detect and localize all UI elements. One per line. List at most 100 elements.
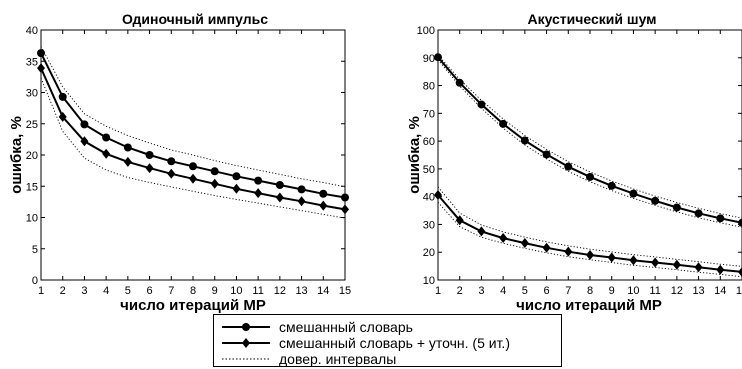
x-tick-label: 13 (295, 285, 307, 297)
data-point-circle (123, 143, 132, 152)
plot-area (40, 29, 346, 281)
data-point-circle (80, 120, 89, 129)
data-point-circle (102, 133, 111, 142)
data-point-diamond (629, 255, 638, 266)
data-point-diamond (232, 183, 241, 194)
data-point-diamond (607, 252, 616, 263)
data-point-diamond (520, 238, 529, 249)
data-point-circle (167, 157, 176, 166)
x-tick-label: 6 (544, 285, 550, 297)
y-tick-label: 70 (423, 108, 435, 120)
data-point-circle (586, 172, 594, 181)
x-tick-label: 9 (609, 285, 615, 297)
data-point-circle (694, 209, 703, 218)
confidence-interval-line (437, 54, 742, 219)
data-point-diamond (341, 204, 349, 215)
x-tick-label: 13 (692, 285, 704, 297)
data-point-diamond (542, 242, 551, 253)
data-point-diamond (499, 233, 508, 244)
legend-label: довер. интервалы (279, 351, 397, 367)
x-tick-label: 1 (38, 285, 44, 297)
y-tick-label: 5 (32, 244, 38, 256)
x-tick-label: 2 (457, 285, 463, 297)
x-axis-label: число итераций MP (516, 297, 662, 314)
confidence-interval-line (40, 77, 346, 219)
y-tick-label: 10 (423, 275, 435, 287)
x-tick-label: 9 (212, 285, 218, 297)
x-tick-label: 10 (627, 285, 639, 297)
x-tick-label: 2 (60, 285, 66, 297)
x-tick-label: 5 (125, 285, 131, 297)
legend-item-confidence-intervals: довер. интервалы (214, 351, 561, 367)
y-axis-label: ошибка, % (406, 116, 423, 194)
data-point-diamond (167, 168, 176, 179)
x-tick-label: 8 (587, 285, 593, 297)
data-point-circle (477, 100, 486, 109)
data-point-diamond (189, 173, 197, 184)
data-point-diamond (145, 163, 154, 174)
data-point-diamond (58, 111, 67, 122)
data-point-circle (210, 167, 219, 176)
data-point-circle (254, 176, 263, 185)
data-point-diamond (586, 250, 594, 260)
data-point-diamond (254, 188, 263, 199)
data-point-circle (434, 53, 442, 62)
data-point-circle (542, 150, 551, 159)
x-axis-label: число итераций MP (120, 297, 266, 314)
x-tick-label: 14 (317, 285, 329, 297)
data-point-diamond (210, 178, 219, 189)
x-tick-label: 6 (147, 285, 153, 297)
confidence-interval-line (437, 201, 742, 278)
data-point-circle (319, 189, 328, 198)
confidence-interval-line (437, 59, 742, 228)
legend: смешанный словарь смешанный словарь + ут… (213, 314, 562, 367)
x-tick-label: 12 (671, 285, 683, 297)
y-tick-label: 40 (423, 192, 435, 204)
y-tick-label: 0 (32, 275, 38, 287)
chart-title: Акустический шум (527, 11, 656, 27)
series-lines (37, 46, 349, 219)
series-line-0 (437, 56, 742, 224)
y-tick-label: 20 (26, 150, 38, 162)
chart-panel-acoustic-noise: Акустический шум ошибка, % число итераци… (406, 11, 742, 314)
data-point-diamond (297, 196, 306, 207)
data-point-circle (275, 181, 284, 189)
plot-area (437, 29, 742, 281)
x-tick-label: 12 (274, 285, 286, 297)
legend-swatch-circle (222, 323, 270, 331)
x-tick-label: 11 (649, 285, 660, 297)
y-tick-label: 80 (423, 81, 435, 93)
x-tick-label: 8 (190, 285, 196, 297)
x-tick-label: 15 (339, 285, 351, 297)
data-point-circle (189, 162, 197, 171)
legend-swatch-diamond (222, 338, 270, 348)
y-tick-label: 90 (423, 53, 435, 65)
chart-panel-single-pulse: Одиночный импульс ошибка, % число итерац… (8, 11, 351, 314)
series-lines (434, 53, 742, 278)
chart-title: Одиночный импульс (122, 11, 268, 27)
data-point-diamond (275, 192, 284, 203)
data-point-circle (232, 172, 241, 181)
legend-swatch-dotted (222, 358, 270, 360)
data-point-diamond (102, 148, 111, 159)
y-tick-label: 30 (423, 219, 435, 231)
x-tick-label: 10 (230, 285, 242, 297)
y-tick-label: 100 (417, 25, 435, 37)
y-tick-label: 60 (423, 136, 435, 148)
x-tick-label: 15 (736, 285, 742, 297)
legend-label: смешанный словарь + уточн. (5 ит.) (279, 335, 510, 351)
data-point-circle (629, 189, 638, 198)
data-point-circle (455, 78, 464, 87)
y-tick-label: 20 (423, 247, 435, 259)
data-point-diamond (564, 246, 573, 257)
data-point-diamond (80, 136, 89, 147)
data-point-circle (145, 151, 154, 159)
data-point-circle (341, 193, 349, 202)
data-point-diamond (123, 156, 132, 167)
y-tick-label: 15 (26, 181, 38, 193)
data-point-circle (58, 92, 67, 101)
confidence-interval-line (437, 186, 742, 267)
data-point-circle (651, 196, 660, 205)
